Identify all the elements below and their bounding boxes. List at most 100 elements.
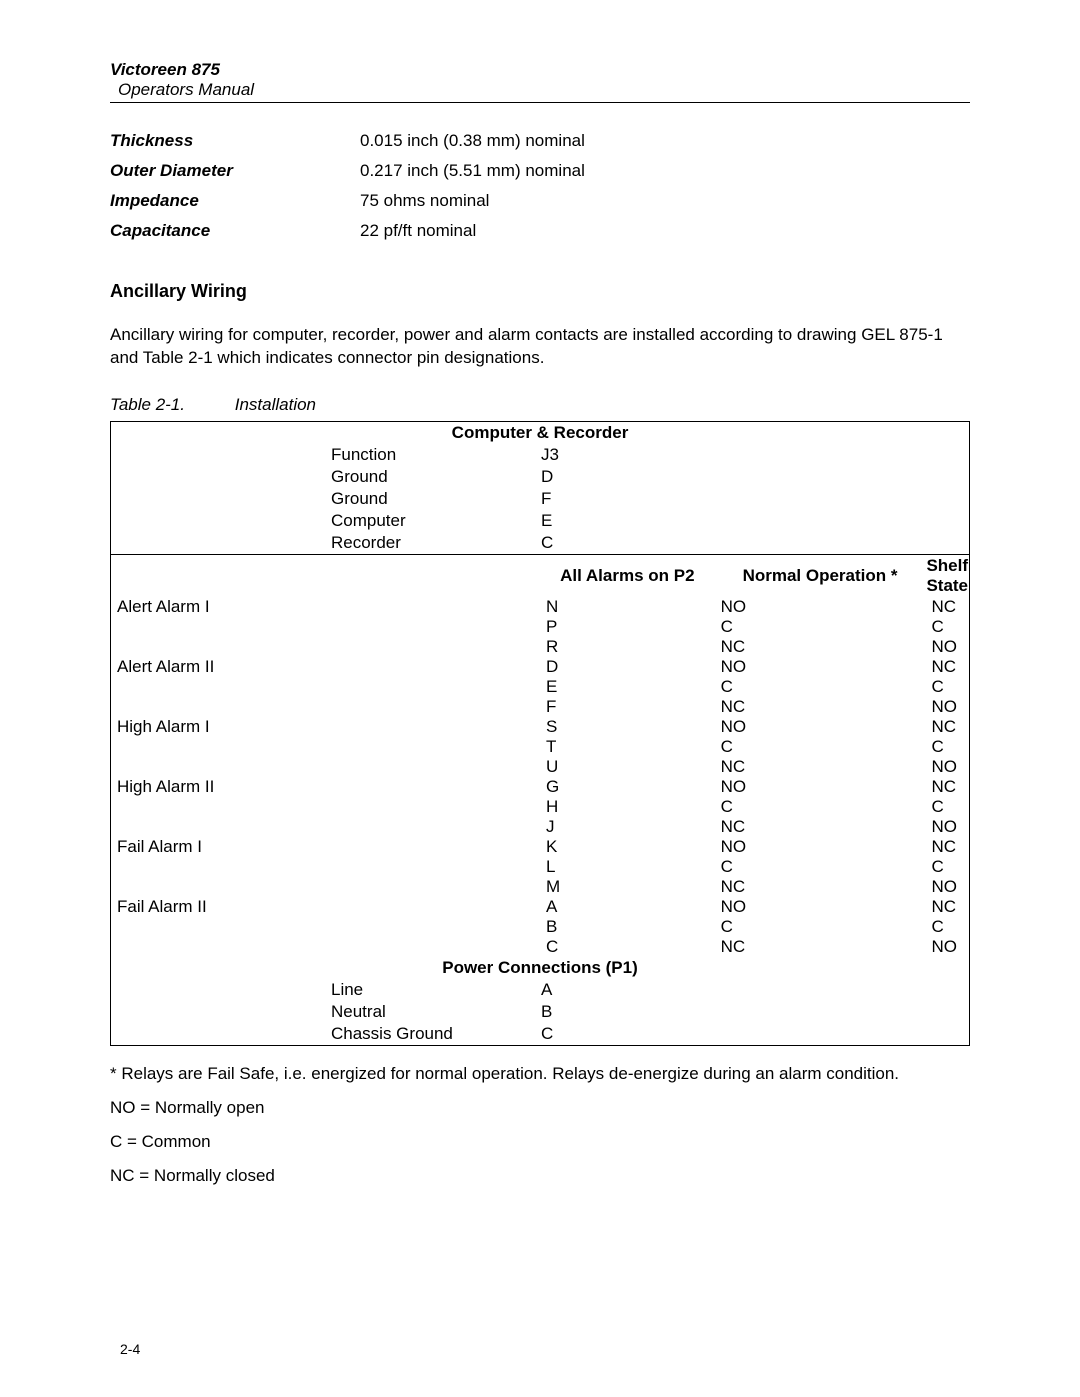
- alarm-pin: F: [540, 697, 715, 717]
- table-row: Chassis Ground C: [111, 1023, 970, 1046]
- table-row: High Alarm II G NO NC: [111, 777, 970, 797]
- alarm-shelf: C: [925, 797, 969, 817]
- alarm-pin: D: [540, 657, 715, 677]
- col-shelf: Shelf State: [925, 554, 969, 597]
- alarm-shelf: NC: [925, 717, 969, 737]
- table-row: Fail Alarm I K NO NC: [111, 837, 970, 857]
- table-row: Line A: [111, 979, 970, 1001]
- alarm-pin: K: [540, 837, 715, 857]
- table-number: Table 2-1.: [110, 395, 230, 415]
- cell-function: Neutral: [111, 1001, 541, 1023]
- spec-label: Impedance: [110, 191, 360, 211]
- footnote: NO = Normally open: [110, 1098, 970, 1118]
- alarm-op: C: [715, 797, 926, 817]
- spec-label: Thickness: [110, 131, 360, 151]
- alarm-op: NO: [715, 777, 926, 797]
- alarm-shelf: NO: [925, 937, 969, 957]
- alarm-op: NC: [715, 877, 926, 897]
- page: Victoreen 875 Operators Manual Thickness…: [0, 0, 1080, 1397]
- table-row: T C C: [111, 737, 970, 757]
- alarm-shelf: C: [925, 917, 969, 937]
- alarm-pin: J: [540, 817, 715, 837]
- alarm-op: NO: [715, 897, 926, 917]
- installation-table: Computer & Recorder Function J3 Ground D…: [110, 421, 970, 1046]
- table-row: J NC NO: [111, 817, 970, 837]
- alarm-shelf: NO: [925, 757, 969, 777]
- alarm-shelf: NC: [925, 897, 969, 917]
- cell-pin: B: [540, 1001, 970, 1023]
- alarm-op: C: [715, 677, 926, 697]
- alarm-pin: P: [540, 617, 715, 637]
- spec-value: 0.015 inch (0.38 mm) nominal: [360, 131, 970, 151]
- alarm-op: C: [715, 617, 926, 637]
- alarm-name-blank: [111, 617, 541, 637]
- alarm-pin: U: [540, 757, 715, 777]
- alarm-name: High Alarm II: [111, 777, 541, 797]
- alarm-shelf: NO: [925, 877, 969, 897]
- alarm-name-blank: [111, 737, 541, 757]
- footnote: C = Common: [110, 1132, 970, 1152]
- alarm-name: Fail Alarm I: [111, 837, 541, 857]
- alarm-pin: B: [540, 917, 715, 937]
- table-row: Recorder C: [111, 532, 970, 555]
- alarm-op: NC: [715, 757, 926, 777]
- alarm-pin: C: [540, 937, 715, 957]
- cell-function: Computer: [111, 510, 541, 532]
- spec-row: Thickness 0.015 inch (0.38 mm) nominal: [110, 131, 970, 151]
- col-header-j3: J3: [540, 444, 970, 466]
- table-section-header: Computer & Recorder: [111, 421, 970, 444]
- section-heading: Ancillary Wiring: [110, 281, 970, 302]
- alarm-op: NO: [715, 717, 926, 737]
- alarm-shelf: C: [925, 857, 969, 877]
- spec-row: Outer Diameter 0.217 inch (5.51 mm) nomi…: [110, 161, 970, 181]
- alarm-pin: S: [540, 717, 715, 737]
- footnote: NC = Normally closed: [110, 1166, 970, 1186]
- header-subtitle: Operators Manual: [110, 80, 970, 100]
- cell-pin: A: [540, 979, 970, 1001]
- alarm-shelf: NC: [925, 657, 969, 677]
- alarm-op: C: [715, 917, 926, 937]
- table-row: M NC NO: [111, 877, 970, 897]
- page-number: 2-4: [120, 1341, 140, 1357]
- spec-list: Thickness 0.015 inch (0.38 mm) nominal O…: [110, 131, 970, 241]
- alarm-pin: A: [540, 897, 715, 917]
- table-title: Installation: [235, 395, 316, 414]
- cell-function: Line: [111, 979, 541, 1001]
- alarm-name-blank: [111, 877, 541, 897]
- section-title: Computer & Recorder: [111, 421, 970, 444]
- alarm-name-blank: [111, 797, 541, 817]
- alarm-pin: L: [540, 857, 715, 877]
- table-row: P C C: [111, 617, 970, 637]
- alarm-pin: N: [540, 597, 715, 617]
- alarm-shelf: NO: [925, 697, 969, 717]
- alarm-name-blank: [111, 937, 541, 957]
- alarm-shelf: NC: [925, 777, 969, 797]
- table-row: Computer E: [111, 510, 970, 532]
- table-row: Ground F: [111, 488, 970, 510]
- page-header: Victoreen 875 Operators Manual: [110, 60, 970, 103]
- col-blank: [111, 554, 541, 597]
- cell-function: Ground: [111, 488, 541, 510]
- table-row: H C C: [111, 797, 970, 817]
- cell-pin: C: [540, 1023, 970, 1046]
- cell-function: Chassis Ground: [111, 1023, 541, 1046]
- table-row: Fail Alarm II A NO NC: [111, 897, 970, 917]
- table-row: U NC NO: [111, 757, 970, 777]
- cell-pin: E: [540, 510, 970, 532]
- alarm-pin: G: [540, 777, 715, 797]
- spec-value: 75 ohms nominal: [360, 191, 970, 211]
- alarm-op: C: [715, 857, 926, 877]
- cell-pin: D: [540, 466, 970, 488]
- alarm-op: NO: [715, 837, 926, 857]
- alarm-op: NC: [715, 937, 926, 957]
- alarm-op: NC: [715, 697, 926, 717]
- table-row: High Alarm I S NO NC: [111, 717, 970, 737]
- spec-label: Capacitance: [110, 221, 360, 241]
- alarm-name: Alert Alarm II: [111, 657, 541, 677]
- spec-row: Impedance 75 ohms nominal: [110, 191, 970, 211]
- alarm-name-blank: [111, 697, 541, 717]
- alarm-name: Fail Alarm II: [111, 897, 541, 917]
- alarm-pin: E: [540, 677, 715, 697]
- alarm-name-blank: [111, 817, 541, 837]
- alarm-pin: T: [540, 737, 715, 757]
